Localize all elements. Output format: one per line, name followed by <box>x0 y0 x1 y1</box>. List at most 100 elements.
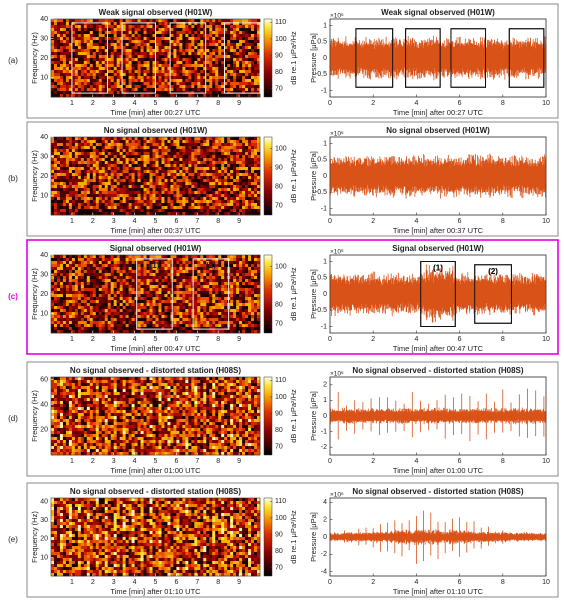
spectrogram-cell <box>51 146 54 149</box>
spectrogram-cell <box>126 140 129 143</box>
spectrogram-cell <box>176 158 179 161</box>
spectrogram-cell <box>242 209 245 212</box>
spectrogram-cell <box>114 203 117 206</box>
spectrogram-cell <box>212 55 215 58</box>
spectrogram-cell <box>126 303 129 306</box>
spectrogram-cell <box>108 203 111 206</box>
spectrogram-cell <box>108 76 111 79</box>
spectrogram-cell <box>167 255 170 258</box>
spectrogram-cell <box>75 140 78 143</box>
spectrogram-cell <box>72 167 75 170</box>
spectrogram-cell <box>69 255 72 258</box>
spectrogram-cell <box>206 37 209 40</box>
spectrogram-cell <box>248 25 251 28</box>
spectrogram-cell <box>96 294 99 297</box>
spectrogram-cell <box>114 306 117 309</box>
spectrogram-cell <box>153 315 156 318</box>
spectrogram-cell <box>239 197 242 200</box>
spectrogram-cell <box>185 28 188 31</box>
spectrogram-cell <box>227 206 230 209</box>
spectrogram-cell <box>138 88 141 91</box>
spectrogram-cell <box>99 34 102 37</box>
spectrogram-cell <box>84 79 87 82</box>
spectrogram-cell <box>63 73 66 76</box>
spectrogram-cell <box>84 288 87 291</box>
spectrogram-cell <box>105 146 108 149</box>
spectrogram-cell <box>93 185 96 188</box>
spectrogram-cell <box>167 291 170 294</box>
spectrogram-cell <box>69 152 72 155</box>
spectrogram-cell <box>126 176 129 179</box>
spectrogram-cell <box>161 143 164 146</box>
spectrogram-cell <box>158 146 161 149</box>
spectrogram-cell <box>144 37 147 40</box>
spectrogram-cell <box>203 146 206 149</box>
spectrogram-cell <box>51 282 54 285</box>
spectrogram-cell <box>239 46 242 49</box>
spectrogram-cell <box>245 52 248 55</box>
spectrogram-cell <box>99 82 102 85</box>
spectrogram-cell <box>164 146 167 149</box>
spectrogram-cell <box>141 28 144 31</box>
spectrogram-cell <box>164 155 167 158</box>
spectrogram-cell <box>218 179 221 182</box>
spectrogram-cell <box>60 312 63 315</box>
spectrogram-cell <box>117 152 120 155</box>
spectrogram-cell <box>173 261 176 264</box>
spectrogram-cell <box>158 297 161 300</box>
spectrogram-cell <box>66 324 69 327</box>
spectrogram-cell <box>99 46 102 49</box>
spectrogram-cell <box>72 203 75 206</box>
spectrogram-cell <box>132 28 135 31</box>
spectrogram-cell <box>138 40 141 43</box>
spectrogram-cell <box>206 28 209 31</box>
spectrogram-cell <box>176 140 179 143</box>
spectrogram-cell <box>170 31 173 34</box>
spectrogram-cell <box>194 28 197 31</box>
spectrogram-cell <box>209 34 212 37</box>
spectrogram-cell <box>99 209 102 212</box>
spectrogram-cell <box>132 34 135 37</box>
spectrogram-cell <box>132 291 135 294</box>
spectrogram-cell <box>236 58 239 61</box>
spectrogram-cell <box>60 264 63 267</box>
spectrogram-cell <box>54 61 57 64</box>
spectrogram-cell <box>153 164 156 167</box>
spectrogram-cell <box>209 91 212 94</box>
spectrogram-cell <box>84 182 87 185</box>
spectrogram-cell <box>227 79 230 82</box>
spectrogram-cell <box>218 34 221 37</box>
spectrogram-cell <box>111 146 114 149</box>
spectrogram-cell <box>60 303 63 306</box>
spectrogram-cell <box>209 164 212 167</box>
spectrogram-cell <box>57 31 60 34</box>
spectrogram-cell <box>173 327 176 330</box>
spectrogram-cell <box>200 28 203 31</box>
spectrogram-cell <box>126 264 129 267</box>
spectrogram-cell <box>66 276 69 279</box>
spectrogram-cell <box>212 70 215 73</box>
spectrogram-cell <box>185 261 188 264</box>
spectrogram-cell <box>63 312 66 315</box>
spectrogram-cell <box>215 152 218 155</box>
spectrogram-cell <box>117 209 120 212</box>
spectrogram-cell <box>129 197 132 200</box>
spectrogram-cell <box>164 52 167 55</box>
spectrogram-cell <box>212 173 215 176</box>
spectrogram-cell <box>123 321 126 324</box>
spectrogram-cell <box>153 282 156 285</box>
spectrogram-cell <box>212 143 215 146</box>
spectrogram-cell <box>144 288 147 291</box>
spectrogram-cell <box>197 203 200 206</box>
spectrogram-cell <box>164 173 167 176</box>
spectrogram-cell <box>57 152 60 155</box>
spectrogram-cell <box>158 309 161 312</box>
spectrogram-cell <box>236 200 239 203</box>
spectrogram-cell <box>191 170 194 173</box>
spectrogram-cell <box>150 270 153 273</box>
spectrogram-cell <box>185 270 188 273</box>
spectrogram-cell <box>212 25 215 28</box>
spectrogram-cell <box>182 327 185 330</box>
spectrogram-cell <box>66 279 69 282</box>
spectrogram-cell <box>147 31 150 34</box>
